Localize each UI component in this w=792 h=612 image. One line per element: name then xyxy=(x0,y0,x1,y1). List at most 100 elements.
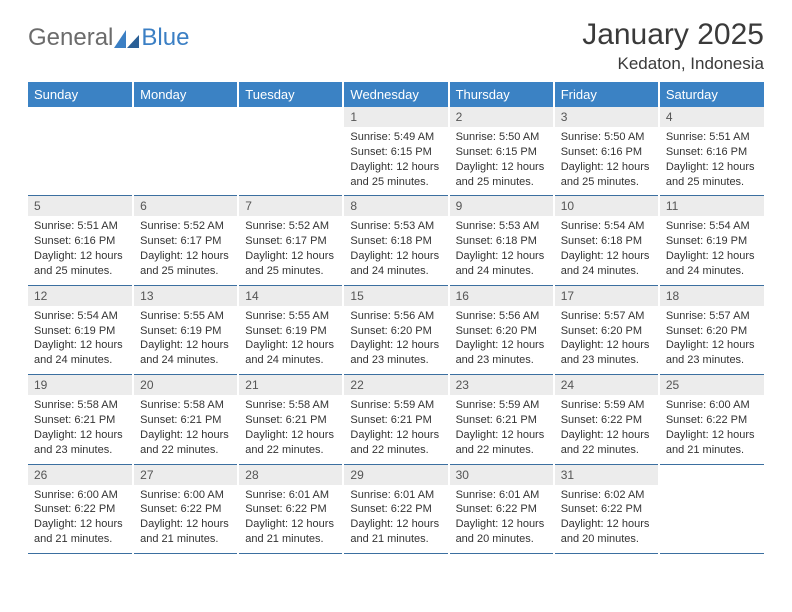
calendar-cell: 14Sunrise: 5:55 AMSunset: 6:19 PMDayligh… xyxy=(238,285,343,374)
calendar-cell: 5Sunrise: 5:51 AMSunset: 6:16 PMDaylight… xyxy=(28,196,133,285)
day-content: Sunrise: 5:59 AMSunset: 6:22 PMDaylight:… xyxy=(555,395,658,463)
logo-sail-icon xyxy=(114,28,140,48)
calendar-cell: 20Sunrise: 5:58 AMSunset: 6:21 PMDayligh… xyxy=(133,375,238,464)
day-number: 2 xyxy=(450,107,553,127)
day-number: 9 xyxy=(450,196,553,216)
day-content: Sunrise: 5:50 AMSunset: 6:15 PMDaylight:… xyxy=(450,127,553,195)
day-content: Sunrise: 5:50 AMSunset: 6:16 PMDaylight:… xyxy=(555,127,658,195)
calendar-head: SundayMondayTuesdayWednesdayThursdayFrid… xyxy=(28,82,764,107)
day-number: 7 xyxy=(239,196,342,216)
calendar-week-row: 12Sunrise: 5:54 AMSunset: 6:19 PMDayligh… xyxy=(28,285,764,374)
day-number: 22 xyxy=(344,375,447,395)
day-number: 16 xyxy=(450,286,553,306)
day-number: 3 xyxy=(555,107,658,127)
day-content: Sunrise: 5:56 AMSunset: 6:20 PMDaylight:… xyxy=(450,306,553,374)
calendar-cell: 17Sunrise: 5:57 AMSunset: 6:20 PMDayligh… xyxy=(554,285,659,374)
calendar-cell: 18Sunrise: 5:57 AMSunset: 6:20 PMDayligh… xyxy=(659,285,764,374)
day-number: 8 xyxy=(344,196,447,216)
day-header: Thursday xyxy=(449,82,554,107)
day-content: Sunrise: 6:00 AMSunset: 6:22 PMDaylight:… xyxy=(28,485,132,553)
day-number: 31 xyxy=(555,465,658,485)
day-header: Saturday xyxy=(659,82,764,107)
day-content: Sunrise: 6:01 AMSunset: 6:22 PMDaylight:… xyxy=(239,485,342,553)
day-content: Sunrise: 6:00 AMSunset: 6:22 PMDaylight:… xyxy=(134,485,237,553)
calendar-cell: 29Sunrise: 6:01 AMSunset: 6:22 PMDayligh… xyxy=(343,464,448,553)
day-number: 14 xyxy=(239,286,342,306)
day-number: 4 xyxy=(660,107,764,127)
calendar-week-row: 5Sunrise: 5:51 AMSunset: 6:16 PMDaylight… xyxy=(28,196,764,285)
day-number: 23 xyxy=(450,375,553,395)
calendar-cell: 2Sunrise: 5:50 AMSunset: 6:15 PMDaylight… xyxy=(449,107,554,196)
day-content: Sunrise: 5:51 AMSunset: 6:16 PMDaylight:… xyxy=(28,216,132,284)
calendar-cell: 26Sunrise: 6:00 AMSunset: 6:22 PMDayligh… xyxy=(28,464,133,553)
calendar-cell: 6Sunrise: 5:52 AMSunset: 6:17 PMDaylight… xyxy=(133,196,238,285)
day-number: 25 xyxy=(660,375,764,395)
calendar-cell: 23Sunrise: 5:59 AMSunset: 6:21 PMDayligh… xyxy=(449,375,554,464)
day-content: Sunrise: 6:00 AMSunset: 6:22 PMDaylight:… xyxy=(660,395,764,463)
logo-text-general: General xyxy=(28,24,113,52)
day-content: Sunrise: 5:54 AMSunset: 6:19 PMDaylight:… xyxy=(28,306,132,374)
day-number: 26 xyxy=(28,465,132,485)
calendar-cell: 9Sunrise: 5:53 AMSunset: 6:18 PMDaylight… xyxy=(449,196,554,285)
logo-text-blue: Blue xyxy=(141,24,189,52)
calendar-cell: 27Sunrise: 6:00 AMSunset: 6:22 PMDayligh… xyxy=(133,464,238,553)
calendar-cell: 25Sunrise: 6:00 AMSunset: 6:22 PMDayligh… xyxy=(659,375,764,464)
day-content: Sunrise: 5:54 AMSunset: 6:19 PMDaylight:… xyxy=(660,216,764,284)
calendar-cell: 4Sunrise: 5:51 AMSunset: 6:16 PMDaylight… xyxy=(659,107,764,196)
calendar-cell: 21Sunrise: 5:58 AMSunset: 6:21 PMDayligh… xyxy=(238,375,343,464)
day-content: Sunrise: 5:53 AMSunset: 6:18 PMDaylight:… xyxy=(450,216,553,284)
day-content: Sunrise: 5:58 AMSunset: 6:21 PMDaylight:… xyxy=(28,395,132,463)
day-number: 1 xyxy=(344,107,447,127)
day-content: Sunrise: 5:57 AMSunset: 6:20 PMDaylight:… xyxy=(555,306,658,374)
day-content: Sunrise: 5:55 AMSunset: 6:19 PMDaylight:… xyxy=(239,306,342,374)
day-header: Tuesday xyxy=(238,82,343,107)
calendar-body: 1Sunrise: 5:49 AMSunset: 6:15 PMDaylight… xyxy=(28,107,764,553)
calendar-cell: 31Sunrise: 6:02 AMSunset: 6:22 PMDayligh… xyxy=(554,464,659,553)
day-header: Sunday xyxy=(28,82,133,107)
day-number: 6 xyxy=(134,196,237,216)
day-number: 24 xyxy=(555,375,658,395)
day-content: Sunrise: 5:53 AMSunset: 6:18 PMDaylight:… xyxy=(344,216,447,284)
day-content: Sunrise: 5:58 AMSunset: 6:21 PMDaylight:… xyxy=(239,395,342,463)
calendar-cell: 3Sunrise: 5:50 AMSunset: 6:16 PMDaylight… xyxy=(554,107,659,196)
day-number: 11 xyxy=(660,196,764,216)
calendar-cell: 24Sunrise: 5:59 AMSunset: 6:22 PMDayligh… xyxy=(554,375,659,464)
calendar-cell: 15Sunrise: 5:56 AMSunset: 6:20 PMDayligh… xyxy=(343,285,448,374)
day-number: 27 xyxy=(134,465,237,485)
day-content: Sunrise: 6:01 AMSunset: 6:22 PMDaylight:… xyxy=(344,485,447,553)
day-content: Sunrise: 5:49 AMSunset: 6:15 PMDaylight:… xyxy=(344,127,447,195)
day-number: 12 xyxy=(28,286,132,306)
calendar-cell xyxy=(659,464,764,553)
calendar-cell: 10Sunrise: 5:54 AMSunset: 6:18 PMDayligh… xyxy=(554,196,659,285)
day-number: 10 xyxy=(555,196,658,216)
calendar-cell: 28Sunrise: 6:01 AMSunset: 6:22 PMDayligh… xyxy=(238,464,343,553)
calendar-cell: 30Sunrise: 6:01 AMSunset: 6:22 PMDayligh… xyxy=(449,464,554,553)
day-content: Sunrise: 5:58 AMSunset: 6:21 PMDaylight:… xyxy=(134,395,237,463)
calendar-cell: 19Sunrise: 5:58 AMSunset: 6:21 PMDayligh… xyxy=(28,375,133,464)
day-content: Sunrise: 6:02 AMSunset: 6:22 PMDaylight:… xyxy=(555,485,658,553)
calendar-cell xyxy=(133,107,238,196)
day-header: Wednesday xyxy=(343,82,448,107)
day-number: 28 xyxy=(239,465,342,485)
title-block: January 2025 Kedaton, Indonesia xyxy=(582,18,764,74)
day-content: Sunrise: 5:52 AMSunset: 6:17 PMDaylight:… xyxy=(239,216,342,284)
day-number: 29 xyxy=(344,465,447,485)
day-content: Sunrise: 5:59 AMSunset: 6:21 PMDaylight:… xyxy=(344,395,447,463)
day-header: Friday xyxy=(554,82,659,107)
calendar-cell: 11Sunrise: 5:54 AMSunset: 6:19 PMDayligh… xyxy=(659,196,764,285)
day-content: Sunrise: 5:54 AMSunset: 6:18 PMDaylight:… xyxy=(555,216,658,284)
day-content: Sunrise: 5:55 AMSunset: 6:19 PMDaylight:… xyxy=(134,306,237,374)
calendar-cell: 1Sunrise: 5:49 AMSunset: 6:15 PMDaylight… xyxy=(343,107,448,196)
calendar-page: General Blue January 2025 Kedaton, Indon… xyxy=(0,0,792,572)
day-content: Sunrise: 6:01 AMSunset: 6:22 PMDaylight:… xyxy=(450,485,553,553)
day-number: 13 xyxy=(134,286,237,306)
calendar-cell: 7Sunrise: 5:52 AMSunset: 6:17 PMDaylight… xyxy=(238,196,343,285)
calendar-cell xyxy=(28,107,133,196)
location: Kedaton, Indonesia xyxy=(582,54,764,74)
day-header: Monday xyxy=(133,82,238,107)
day-number: 5 xyxy=(28,196,132,216)
calendar-week-row: 1Sunrise: 5:49 AMSunset: 6:15 PMDaylight… xyxy=(28,107,764,196)
logo: General Blue xyxy=(28,18,189,52)
day-content: Sunrise: 5:59 AMSunset: 6:21 PMDaylight:… xyxy=(450,395,553,463)
calendar-cell xyxy=(238,107,343,196)
